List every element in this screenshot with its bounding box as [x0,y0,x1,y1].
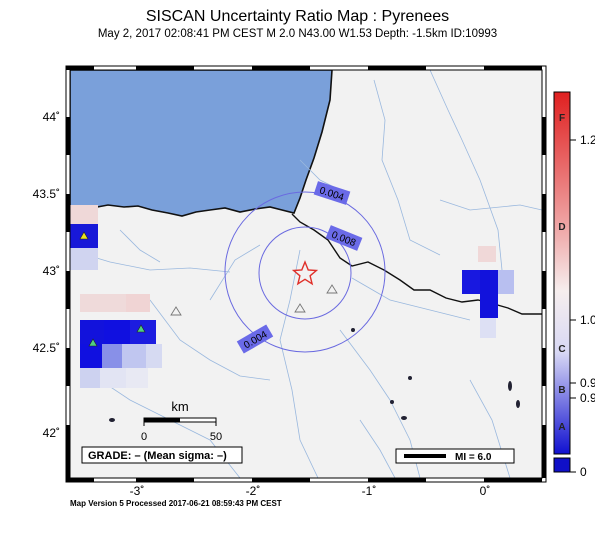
colorbar-grades: F D C B A [558,113,565,433]
map-frame [65,65,547,483]
colorbar-value: 0 [580,465,587,479]
lat-label: 43˚ [43,264,60,278]
colorbar: F D C B A 1.2 1.0 0.9 0.9 0 [553,91,595,479]
colorbar-value: 0.9 [580,376,595,390]
lon-label: -1˚ [362,484,377,498]
grade-label: A [558,422,565,433]
stations [79,231,338,347]
lat-label: 42.5˚ [33,341,60,355]
lat-labels: 44˚ 43.5˚ 43˚ 42.5˚ 42˚ [33,110,60,440]
station-triangle [88,338,98,347]
grade-box: GRADE: – (Mean sigma: –) [81,446,243,464]
lon-label: -3˚ [130,484,145,498]
colorbar-values: 1.2 1.0 0.9 0.9 0 [580,133,595,479]
lat-label: 43.5˚ [33,187,60,201]
contours [224,191,386,353]
mi-text: MI = 6.0 [455,452,492,463]
lat-label: 44˚ [43,110,60,124]
mi-box: MI = 6.0 [395,448,515,464]
map-panel [70,70,542,478]
grade-label: D [558,222,565,233]
station-triangle [170,306,182,316]
grade-label: F [559,113,565,124]
station-triangle [326,284,338,294]
colorbar-value: 0.9 [580,391,595,405]
lon-label: -2˚ [246,484,261,498]
epicenter-star-icon [291,260,319,286]
sea-bay-of-biscay [70,70,333,217]
lat-label: 42˚ [43,426,60,440]
footer-processed: Map Version 5 Processed 2017-06-21 08:59… [70,499,282,508]
scale-end: 50 [210,431,222,443]
map-title: SISCAN Uncertainty Ratio Map : Pyrenees [145,8,450,25]
station-triangle [294,303,306,313]
grade-text: GRADE: – (Mean sigma: –) [88,450,227,462]
scale-start: 0 [141,431,147,443]
station-triangle [79,231,89,240]
scale-bar: km 0 50 [141,399,222,443]
grade-label: B [558,385,565,396]
colorbar-value: 1.2 [580,133,595,147]
lon-label: 0˚ [480,484,491,498]
colorbar-value: 1.0 [580,313,595,327]
map-subtitle: May 2, 2017 02:08:41 PM CEST M 2.0 N43.0… [97,28,498,40]
station-triangle [136,324,146,333]
lon-labels: -3˚ -2˚ -1˚ 0˚ [130,484,491,498]
scale-unit: km [171,399,188,414]
grade-label: C [558,344,565,355]
